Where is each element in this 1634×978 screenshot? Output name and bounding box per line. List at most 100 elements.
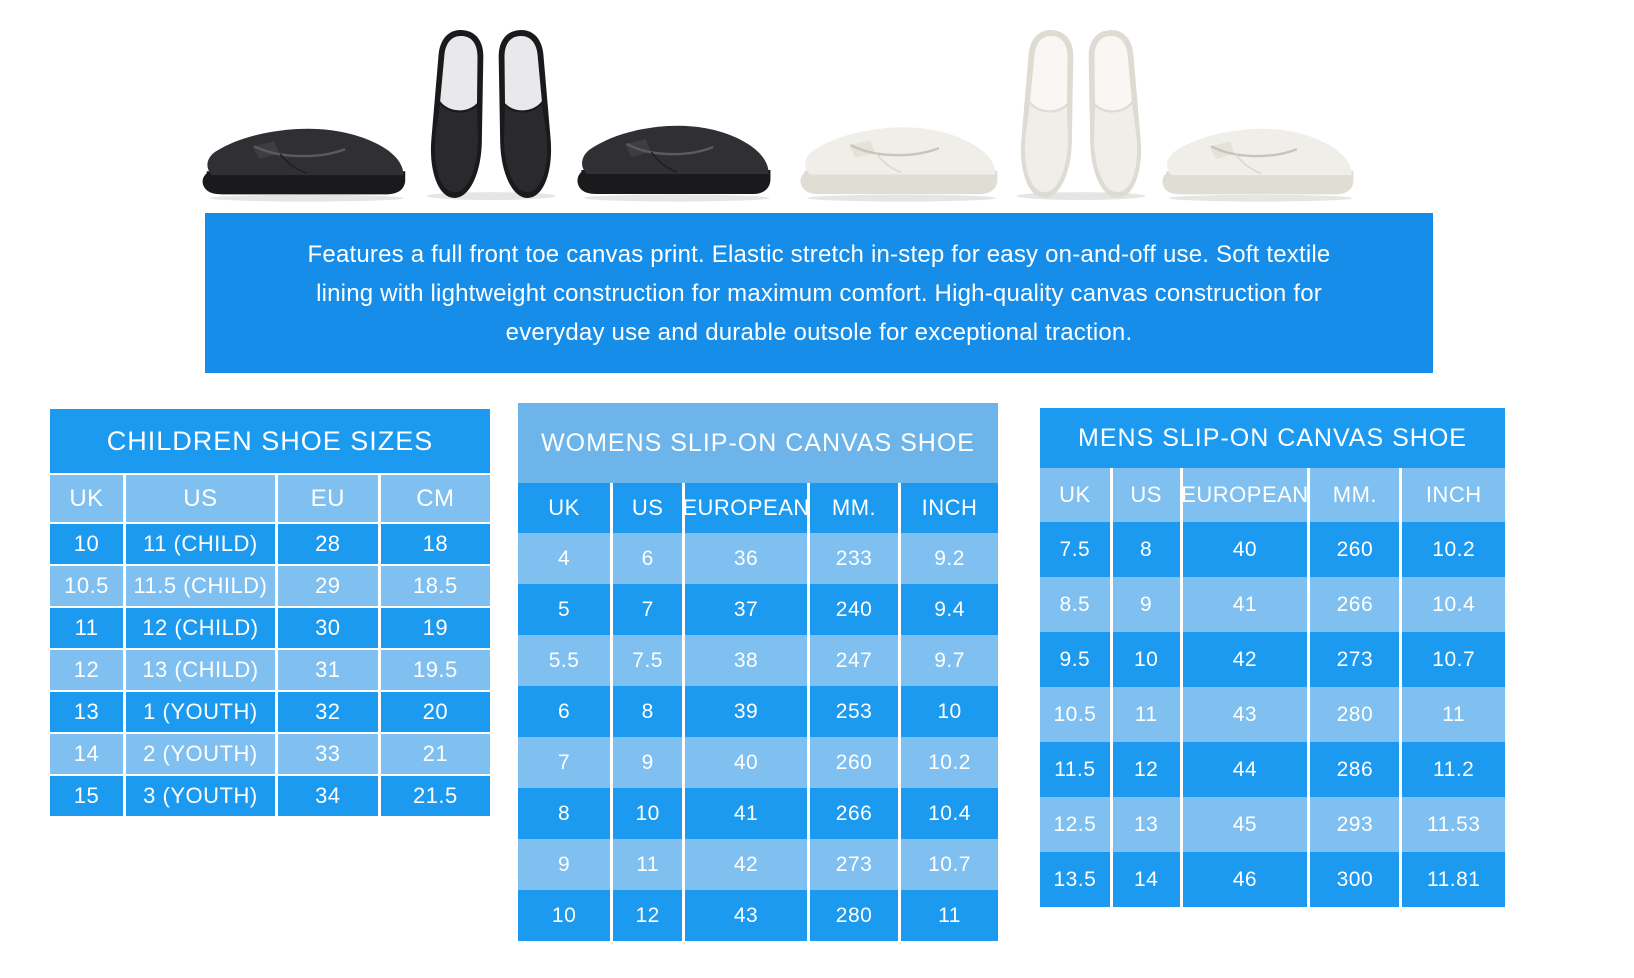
table-header-row: UK US EU CM bbox=[50, 475, 490, 522]
table-cell: 9 bbox=[1109, 577, 1180, 632]
table-cell: 10.5 bbox=[1053, 702, 1097, 726]
table-cell: 266 bbox=[806, 788, 898, 839]
table-cell: 41 bbox=[1179, 577, 1308, 632]
table-cell: 7.5 bbox=[610, 635, 682, 686]
table-cell: 10.2 bbox=[898, 737, 998, 788]
womens-size-table: WOMENS SLIP-ON CANVAS SHOE UK US EUROPEAN M… bbox=[518, 403, 998, 941]
white-shoe-side-graphic bbox=[800, 127, 998, 202]
table-cell: 9 bbox=[557, 852, 571, 876]
table-cell: 8 bbox=[1109, 522, 1180, 577]
column-header: CM bbox=[377, 475, 490, 522]
table-cell: 30 bbox=[274, 608, 378, 648]
table-cell: 13 bbox=[1109, 797, 1180, 852]
column-header: US bbox=[610, 483, 682, 533]
table-cell: 9 bbox=[610, 737, 682, 788]
table-cell: 10 bbox=[898, 686, 998, 737]
table-cell: 2 (YOUTH) bbox=[123, 734, 275, 774]
table-grid: UK US EUROPEAN MM. INCH 7.5 8 40 260 10.2 8.5 9 41 26… bbox=[1040, 468, 1505, 907]
table-header-row: UK US EUROPEAN MM. INCH bbox=[518, 483, 998, 533]
black-shoe-top-graphic bbox=[426, 30, 556, 201]
table-row: 11 12 (CHILD) 30 19 bbox=[50, 606, 490, 648]
table-cell: 10 bbox=[610, 788, 682, 839]
table-row: 9 11 42 273 10.7 bbox=[518, 839, 998, 890]
column-header: MM. bbox=[806, 483, 898, 533]
table-cell: 18 bbox=[377, 524, 490, 564]
column-header: EUROPEAN bbox=[1179, 468, 1307, 522]
table-row: 12 13 (CHILD) 31 19.5 bbox=[50, 648, 490, 690]
table-cell: 12.5 bbox=[1053, 812, 1097, 836]
column-header: UK bbox=[69, 484, 104, 512]
table-cell: 11 bbox=[1399, 687, 1505, 742]
table-row: 5.5 7.5 38 247 9.7 bbox=[518, 635, 998, 686]
table-cell: 9.7 bbox=[898, 635, 998, 686]
table-cell: 233 bbox=[806, 533, 898, 584]
table-row: 5 7 37 240 9.4 bbox=[518, 584, 998, 635]
table-cell: 7 bbox=[610, 584, 682, 635]
table-row: 7 9 40 260 10.2 bbox=[518, 737, 998, 788]
column-header: US bbox=[123, 475, 275, 522]
table-cell: 33 bbox=[274, 734, 378, 774]
column-header: INCH bbox=[898, 483, 998, 533]
table-cell: 10.4 bbox=[1399, 577, 1505, 632]
table-cell: 286 bbox=[1307, 742, 1399, 797]
table-cell: 266 bbox=[1307, 577, 1399, 632]
table-cell: 28 bbox=[274, 524, 378, 564]
table-cell: 10.7 bbox=[898, 839, 998, 890]
table-row: 6 8 39 253 10 bbox=[518, 686, 998, 737]
table-cell: 10.4 bbox=[898, 788, 998, 839]
table-cell: 247 bbox=[806, 635, 898, 686]
table-cell: 11.2 bbox=[1399, 742, 1505, 797]
table-cell: 34 bbox=[274, 776, 378, 816]
white-shoe-side-view-image bbox=[1160, 106, 1358, 202]
white-shoe-top-view-image bbox=[1012, 26, 1150, 202]
table-cell: 1 (YOUTH) bbox=[123, 692, 275, 732]
table-cell: 32 bbox=[274, 692, 378, 732]
table-cell: 10 bbox=[73, 531, 100, 556]
table-row: 11.5 12 44 286 11.2 bbox=[1040, 742, 1505, 797]
table-cell: 8 bbox=[610, 686, 682, 737]
table-cell: 12 bbox=[73, 657, 100, 682]
table-header-row: UK US EUROPEAN MM. INCH bbox=[1040, 468, 1505, 522]
table-cell: 6 bbox=[557, 699, 571, 723]
table-row: 10.5 11.5 (CHILD) 29 18.5 bbox=[50, 564, 490, 606]
table-cell: 18.5 bbox=[377, 566, 490, 606]
table-cell: 240 bbox=[806, 584, 898, 635]
column-header: EU bbox=[274, 475, 378, 522]
table-cell: 11 bbox=[1109, 687, 1180, 742]
table-cell: 10.7 bbox=[1399, 632, 1505, 687]
table-row: 10.5 11 43 280 11 bbox=[1040, 687, 1505, 742]
table-cell: 14 bbox=[1109, 852, 1180, 907]
column-header: MM. bbox=[1307, 468, 1399, 522]
table-cell: 19.5 bbox=[377, 650, 490, 690]
table-cell: 11.5 bbox=[1054, 757, 1096, 781]
table-cell: 29 bbox=[274, 566, 378, 606]
table-cell: 253 bbox=[806, 686, 898, 737]
table-cell: 300 bbox=[1307, 852, 1399, 907]
column-header: US bbox=[1109, 468, 1180, 522]
table-row: 10 12 43 280 11 bbox=[518, 890, 998, 941]
table-cell: 11.53 bbox=[1399, 797, 1505, 852]
white-shoe-top-graphic bbox=[1016, 30, 1146, 201]
table-row: 4 6 36 233 9.2 bbox=[518, 533, 998, 584]
table-title: CHILDREN SHOE SIZES bbox=[50, 409, 490, 473]
table-cell: 43 bbox=[682, 890, 807, 941]
table-row: 9.5 10 42 273 10.7 bbox=[1040, 632, 1505, 687]
product-description-banner: Features a full front toe canvas print. … bbox=[205, 213, 1433, 373]
table-cell: 8 bbox=[557, 801, 571, 825]
table-cell: 9.2 bbox=[898, 533, 998, 584]
table-cell: 42 bbox=[682, 839, 807, 890]
description-line: lining with lightweight construction for… bbox=[316, 279, 1322, 307]
table-cell: 293 bbox=[1307, 797, 1399, 852]
table-cell: 45 bbox=[1179, 797, 1308, 852]
table-row: 15 3 (YOUTH) 34 21.5 bbox=[50, 774, 490, 816]
table-cell: 11 bbox=[610, 839, 682, 890]
table-cell: 10 bbox=[551, 903, 577, 927]
children-size-table: CHILDREN SHOE SIZES UK US EU CM 10 11 (CHILD)… bbox=[50, 409, 490, 816]
table-title: MENS SLIP-ON CANVAS SHOE bbox=[1040, 408, 1505, 468]
table-grid: UK US EUROPEAN MM. INCH 4 6 36 233 9.2 5 7 37 240 9.4 5… bbox=[518, 483, 998, 941]
white-shoe-side-view-image bbox=[798, 104, 1002, 202]
table-cell: 36 bbox=[682, 533, 807, 584]
table-cell: 38 bbox=[682, 635, 807, 686]
table-cell: 7 bbox=[557, 750, 571, 774]
